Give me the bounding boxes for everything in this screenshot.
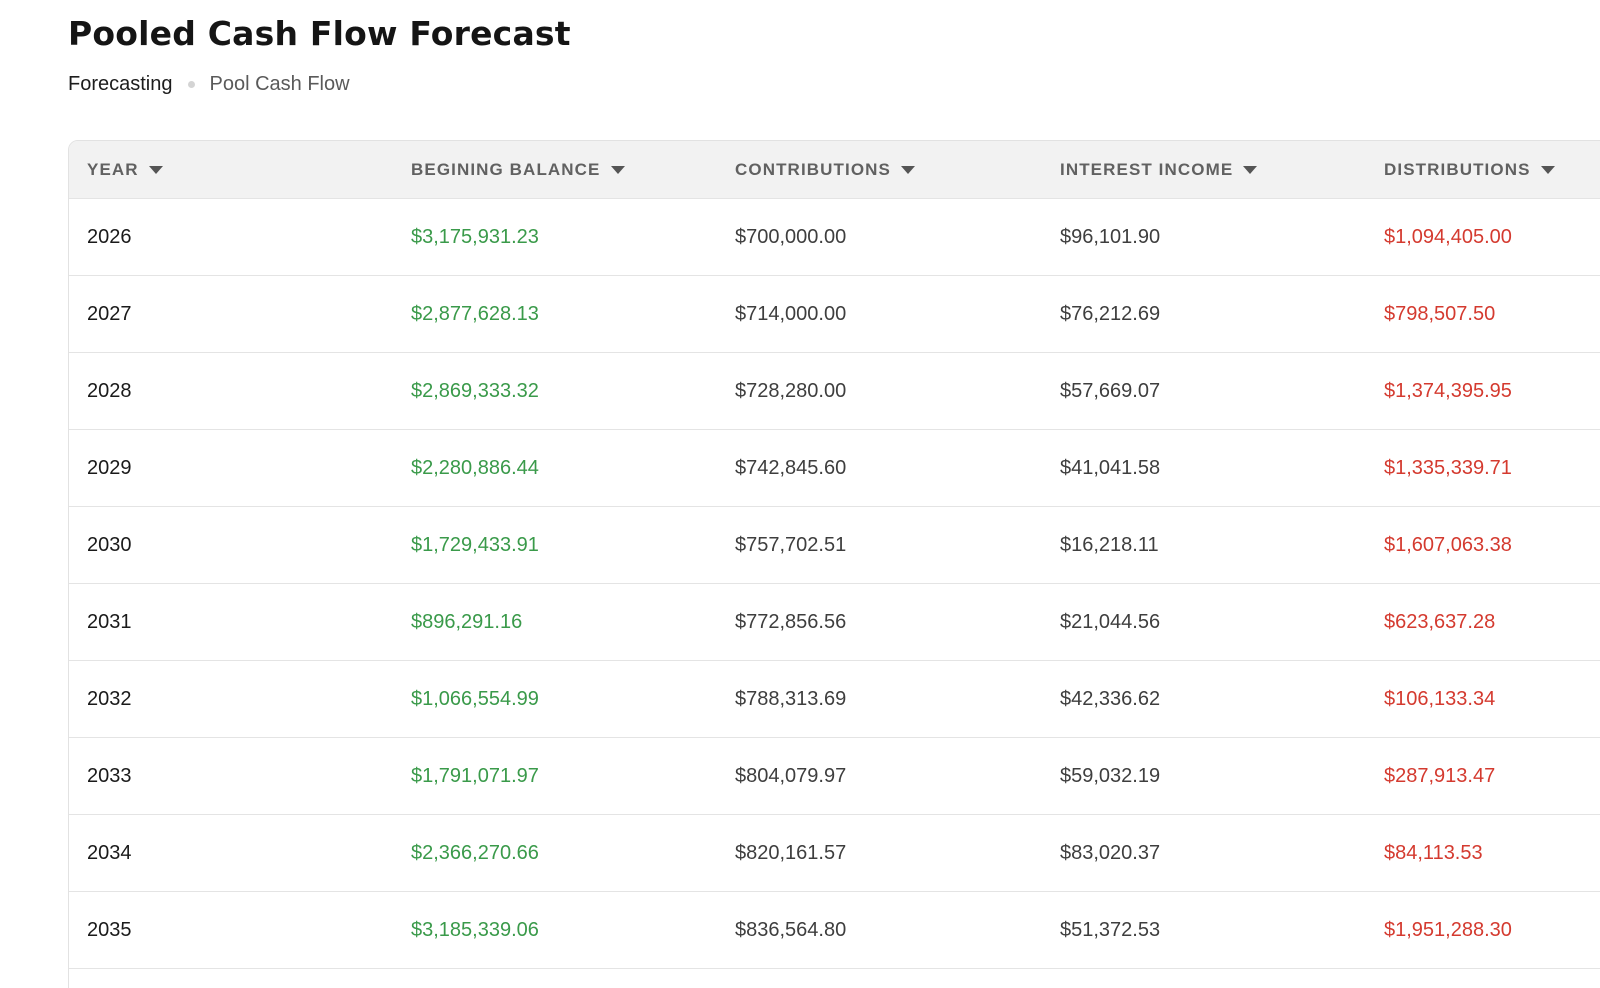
cell-year: 2033: [87, 764, 132, 787]
cell-contributions: $714,000.00: [735, 302, 847, 325]
cell-beginning-balance: $1,066,554.99: [411, 687, 539, 710]
breadcrumb-forecasting[interactable]: Forecasting: [68, 73, 173, 95]
cell-distributions: $623,637.28: [1384, 610, 1496, 633]
breadcrumb: Forecasting Pool Cash Flow: [68, 73, 350, 96]
cell-interest-income: $76,212.69: [1060, 302, 1161, 325]
cell-distributions: $1,607,063.38: [1384, 533, 1512, 556]
cell-interest-income: $83,020.37: [1060, 841, 1161, 864]
table-row[interactable]: 2028 $2,869,333.32 $728,280.00 $57,669.0…: [69, 353, 1600, 430]
cell-interest-income: $96,101.90: [1060, 225, 1161, 248]
column-header-distributions[interactable]: DISTRIBUTIONS: [1384, 141, 1555, 198]
cell-year: 2028: [87, 379, 132, 402]
cell-beginning-balance: $896,291.16: [411, 610, 523, 633]
cell-interest-income: $21,044.56: [1060, 610, 1161, 633]
table-row[interactable]: 2030 $1,729,433.91 $757,702.51 $16,218.1…: [69, 507, 1600, 584]
cell-distributions: $1,094,405.00: [1384, 225, 1512, 248]
table-row[interactable]: 2032 $1,066,554.99 $788,313.69 $42,336.6…: [69, 661, 1600, 738]
column-header-year[interactable]: YEAR: [87, 141, 163, 198]
table-row[interactable]: 2035 $3,185,339.06 $836,564.80 $51,372.5…: [69, 892, 1600, 969]
cell-interest-income: $51,372.53: [1060, 918, 1161, 941]
cell-year: 2032: [87, 687, 132, 710]
cell-year: 2035: [87, 918, 132, 941]
cell-distributions: $1,951,288.30: [1384, 918, 1512, 941]
cell-distributions: $287,913.47: [1384, 764, 1496, 787]
cell-beginning-balance: $3,185,339.06: [411, 918, 539, 941]
cell-year: 2030: [87, 533, 132, 556]
table-row[interactable]: 2031 $896,291.16 $772,856.56 $21,044.56 …: [69, 584, 1600, 661]
cell-interest-income: $41,041.58: [1060, 456, 1161, 479]
sort-caret-icon: [900, 166, 915, 174]
cell-contributions: $804,079.97: [735, 764, 847, 787]
column-header-beginning-balance[interactable]: BEGINING BALANCE: [411, 141, 625, 198]
cell-contributions: $700,000.00: [735, 225, 847, 248]
cell-distributions: $106,133.34: [1384, 687, 1496, 710]
cell-year: 2026: [87, 225, 132, 248]
table-header: YEAR BEGINING BALANCE CONTRIBUTIONS INTE…: [69, 141, 1600, 199]
cell-distributions: $798,507.50: [1384, 302, 1496, 325]
column-header-label: CONTRIBUTIONS: [735, 159, 891, 179]
cell-beginning-balance: $2,366,270.66: [411, 841, 539, 864]
sort-caret-icon: [1540, 166, 1555, 174]
cell-contributions: $820,161.57: [735, 841, 847, 864]
cash-flow-table: YEAR BEGINING BALANCE CONTRIBUTIONS INTE…: [68, 140, 1600, 988]
cell-distributions: $1,335,339.71: [1384, 456, 1512, 479]
cell-interest-income: $57,669.07: [1060, 379, 1161, 402]
cell-beginning-balance: $2,869,333.32: [411, 379, 539, 402]
cell-beginning-balance: $1,791,071.97: [411, 764, 539, 787]
cell-year: 2034: [87, 841, 132, 864]
cell-contributions: $728,280.00: [735, 379, 847, 402]
table-row[interactable]: 2027 $2,877,628.13 $714,000.00 $76,212.6…: [69, 276, 1600, 353]
cell-contributions: $836,564.80: [735, 918, 847, 941]
cell-year: 2031: [87, 610, 132, 633]
page-title: Pooled Cash Flow Forecast: [68, 14, 571, 53]
cell-interest-income: $16,218.11: [1060, 533, 1159, 556]
cell-distributions: $1,374,395.95: [1384, 379, 1512, 402]
column-header-label: INTEREST INCOME: [1060, 159, 1234, 179]
sort-caret-icon: [610, 166, 625, 174]
cell-year: 2027: [87, 302, 132, 325]
sort-caret-icon: [1243, 166, 1258, 174]
table-row[interactable]: 2029 $2,280,886.44 $742,845.60 $41,041.5…: [69, 430, 1600, 507]
cell-interest-income: $42,336.62: [1060, 687, 1161, 710]
cell-beginning-balance: $2,877,628.13: [411, 302, 539, 325]
cell-contributions: $788,313.69: [735, 687, 847, 710]
table-row[interactable]: 2034 $2,366,270.66 $820,161.57 $83,020.3…: [69, 815, 1600, 892]
cell-interest-income: $59,032.19: [1060, 764, 1161, 787]
cell-beginning-balance: $1,729,433.91: [411, 533, 539, 556]
column-header-contributions[interactable]: CONTRIBUTIONS: [735, 141, 915, 198]
column-header-interest-income[interactable]: INTEREST INCOME: [1060, 141, 1258, 198]
column-header-label: BEGINING BALANCE: [411, 159, 601, 179]
column-header-label: YEAR: [87, 159, 139, 179]
cell-contributions: $757,702.51: [735, 533, 847, 556]
cell-distributions: $84,113.53: [1384, 841, 1483, 864]
cell-beginning-balance: $2,280,886.44: [411, 456, 539, 479]
sort-caret-icon: [148, 166, 163, 174]
cell-contributions: $772,856.56: [735, 610, 847, 633]
cell-beginning-balance: $3,175,931.23: [411, 225, 539, 248]
breadcrumb-current: Pool Cash Flow: [209, 73, 350, 95]
breadcrumb-separator: [187, 81, 195, 88]
cell-year: 2029: [87, 456, 132, 479]
cell-contributions: $742,845.60: [735, 456, 847, 479]
table-row[interactable]: 2026 $3,175,931.23 $700,000.00 $96,101.9…: [69, 199, 1600, 276]
column-header-label: DISTRIBUTIONS: [1384, 159, 1531, 179]
table-row[interactable]: 2033 $1,791,071.97 $804,079.97 $59,032.1…: [69, 738, 1600, 815]
